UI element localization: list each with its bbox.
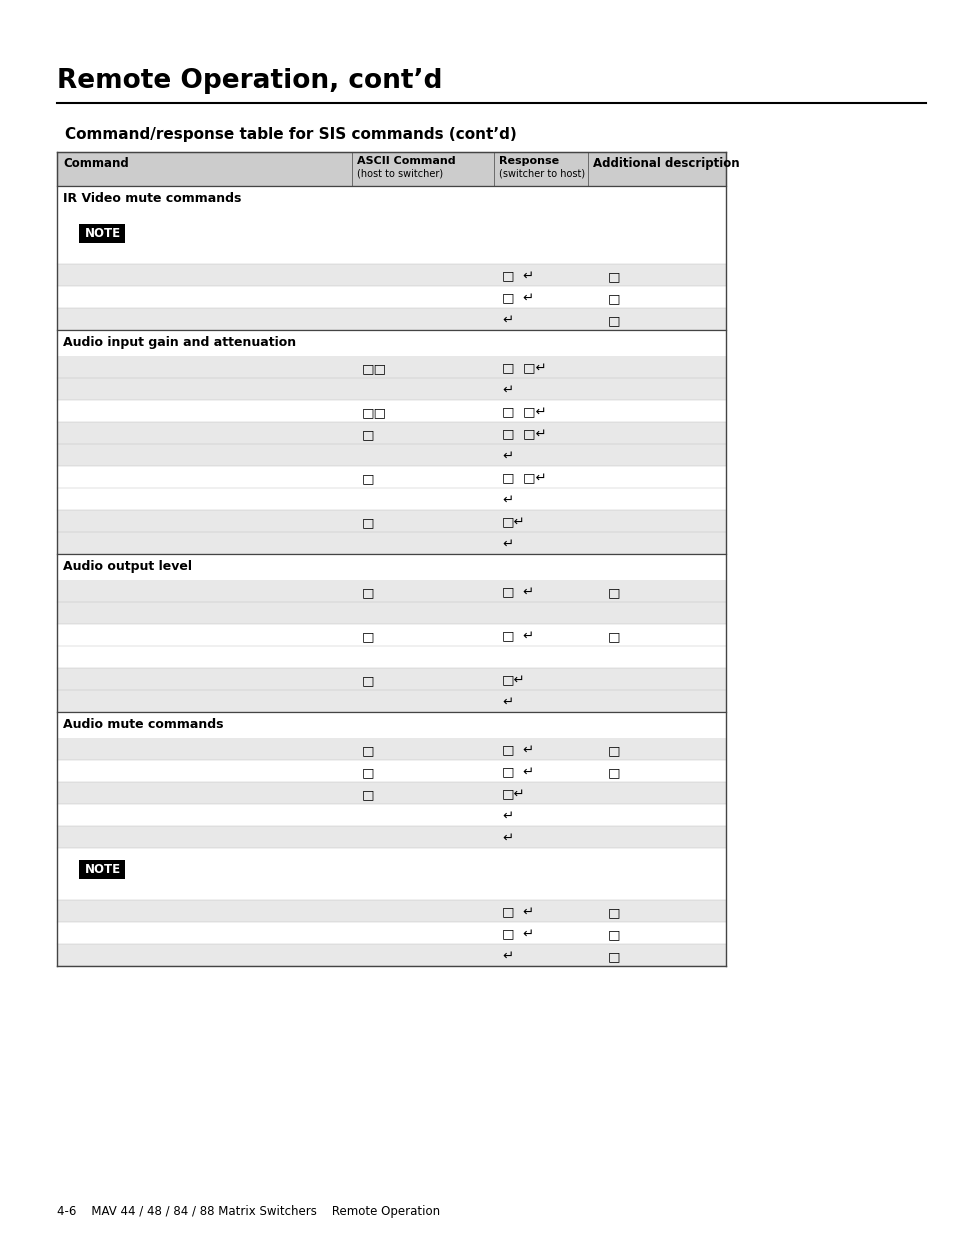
Text: □  ↵: □ ↵ bbox=[501, 743, 534, 757]
Bar bbox=[57, 826, 725, 848]
Bar bbox=[79, 860, 125, 879]
Bar bbox=[57, 378, 725, 400]
Text: IR Video mute commands: IR Video mute commands bbox=[63, 191, 241, 205]
Text: ↵: ↵ bbox=[501, 314, 513, 327]
Bar bbox=[57, 646, 725, 668]
Text: □  ↵: □ ↵ bbox=[501, 630, 534, 643]
Bar bbox=[57, 690, 725, 713]
Bar bbox=[57, 601, 725, 624]
Text: □: □ bbox=[361, 429, 375, 441]
Text: Audio input gain and attenuation: Audio input gain and attenuation bbox=[63, 336, 295, 350]
Text: □  ↵: □ ↵ bbox=[501, 585, 534, 599]
Text: Command: Command bbox=[63, 157, 129, 170]
Bar bbox=[57, 782, 725, 804]
Bar bbox=[57, 186, 725, 212]
Text: ↵: ↵ bbox=[501, 538, 513, 551]
Text: ↵: ↵ bbox=[501, 950, 513, 963]
Text: □  ↵: □ ↵ bbox=[501, 766, 534, 779]
Text: □: □ bbox=[361, 766, 375, 779]
Text: Audio mute commands: Audio mute commands bbox=[63, 718, 223, 731]
Text: □↵: □↵ bbox=[501, 516, 525, 529]
Bar bbox=[57, 532, 725, 555]
Text: ASCII Command: ASCII Command bbox=[356, 156, 456, 165]
Text: □: □ bbox=[361, 472, 375, 485]
Text: □  □↵: □ □↵ bbox=[501, 406, 546, 419]
Text: Remote Operation, cont’d: Remote Operation, cont’d bbox=[57, 68, 442, 94]
Text: Command/response table for SIS commands (cont’d): Command/response table for SIS commands … bbox=[65, 127, 517, 142]
Bar bbox=[57, 580, 725, 601]
Bar bbox=[57, 510, 725, 532]
Text: □: □ bbox=[607, 743, 619, 757]
Bar bbox=[57, 264, 725, 287]
Bar bbox=[57, 923, 725, 944]
Text: □□: □□ bbox=[361, 362, 387, 375]
Text: □: □ bbox=[607, 314, 619, 327]
Text: Additional description: Additional description bbox=[593, 157, 739, 170]
Bar bbox=[57, 287, 725, 308]
Bar bbox=[57, 330, 725, 356]
Text: ↵: ↵ bbox=[501, 384, 513, 396]
Bar bbox=[57, 804, 725, 826]
Text: □↵: □↵ bbox=[501, 674, 525, 687]
Bar bbox=[57, 152, 725, 186]
Bar bbox=[79, 224, 125, 243]
Bar bbox=[57, 739, 725, 760]
Bar bbox=[57, 713, 725, 739]
Bar bbox=[57, 944, 725, 966]
Text: □: □ bbox=[607, 585, 619, 599]
Bar bbox=[57, 624, 725, 646]
Bar bbox=[57, 356, 725, 378]
Text: □↵: □↵ bbox=[501, 788, 525, 802]
Bar bbox=[57, 555, 725, 580]
Text: □: □ bbox=[361, 585, 375, 599]
Text: Audio output level: Audio output level bbox=[63, 559, 192, 573]
Text: (host to switcher): (host to switcher) bbox=[356, 168, 442, 178]
Text: □: □ bbox=[607, 291, 619, 305]
Text: □  ↵: □ ↵ bbox=[501, 291, 534, 305]
Bar bbox=[57, 760, 725, 782]
Bar bbox=[57, 445, 725, 466]
Text: ↵: ↵ bbox=[501, 494, 513, 508]
Text: ↵: ↵ bbox=[501, 450, 513, 463]
Bar bbox=[57, 212, 725, 264]
Text: ↵: ↵ bbox=[501, 810, 513, 823]
Text: □  □↵: □ □↵ bbox=[501, 362, 546, 375]
Text: □: □ bbox=[361, 674, 375, 687]
Text: □  ↵: □ ↵ bbox=[501, 927, 534, 941]
Text: □: □ bbox=[607, 950, 619, 963]
Bar bbox=[57, 668, 725, 690]
Text: NOTE: NOTE bbox=[85, 227, 121, 240]
Bar bbox=[57, 900, 725, 923]
Bar bbox=[57, 466, 725, 488]
Bar bbox=[57, 848, 725, 900]
Text: □  ↵: □ ↵ bbox=[501, 270, 534, 283]
Text: □: □ bbox=[361, 516, 375, 529]
Text: □: □ bbox=[607, 927, 619, 941]
Text: □: □ bbox=[607, 766, 619, 779]
Bar bbox=[57, 422, 725, 445]
Text: □  □↵: □ □↵ bbox=[501, 472, 546, 485]
Text: □: □ bbox=[607, 906, 619, 919]
Bar bbox=[57, 400, 725, 422]
Text: □: □ bbox=[361, 743, 375, 757]
Text: □  ↵: □ ↵ bbox=[501, 906, 534, 919]
Text: □: □ bbox=[607, 270, 619, 283]
Text: ↵: ↵ bbox=[501, 697, 513, 709]
Text: ↵: ↵ bbox=[501, 832, 513, 845]
Text: 4-6    MAV 44 / 48 / 84 / 88 Matrix Switchers    Remote Operation: 4-6 MAV 44 / 48 / 84 / 88 Matrix Switche… bbox=[57, 1205, 439, 1218]
Text: □: □ bbox=[361, 788, 375, 802]
Bar bbox=[57, 488, 725, 510]
Text: □: □ bbox=[607, 630, 619, 643]
Bar bbox=[57, 308, 725, 330]
Text: □□: □□ bbox=[361, 406, 387, 419]
Text: (switcher to host): (switcher to host) bbox=[498, 168, 584, 178]
Text: Response: Response bbox=[498, 156, 558, 165]
Text: NOTE: NOTE bbox=[85, 863, 121, 876]
Text: □  □↵: □ □↵ bbox=[501, 429, 546, 441]
Text: □: □ bbox=[361, 630, 375, 643]
